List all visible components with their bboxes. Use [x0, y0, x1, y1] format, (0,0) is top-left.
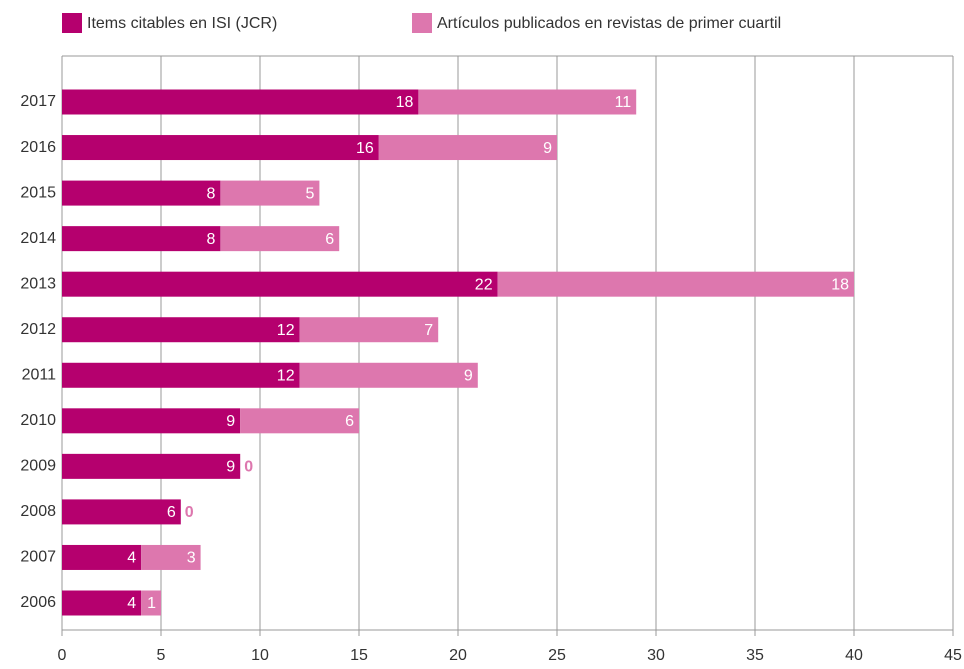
- x-tick-label: 0: [58, 647, 67, 664]
- legend-label: Artículos publicados en revistas de prim…: [437, 15, 781, 32]
- bar-segment: [141, 590, 161, 616]
- value-label: 12: [277, 367, 295, 384]
- x-tick-label: 40: [845, 647, 863, 664]
- bar-segment: [299, 362, 478, 388]
- x-tick-label: 25: [548, 647, 566, 664]
- bar-segment: [62, 135, 379, 161]
- x-tick-label: 15: [350, 647, 368, 664]
- bar-segment: [62, 499, 181, 525]
- bar-segment: [378, 135, 557, 161]
- x-tick-label: 10: [251, 647, 269, 664]
- bar-segment: [62, 453, 241, 479]
- bar-segment: [497, 271, 854, 297]
- value-label: 9: [226, 459, 235, 476]
- bar-segment: [62, 362, 300, 388]
- value-label: 5: [305, 185, 314, 202]
- y-tick-label: 2017: [20, 93, 56, 110]
- value-label: 8: [206, 185, 215, 202]
- value-label: 6: [167, 504, 176, 521]
- legend-label: Items citables en ISI (JCR): [87, 15, 277, 32]
- y-tick-label: 2016: [20, 139, 56, 156]
- bar-segment: [62, 271, 498, 297]
- bar-segment: [220, 226, 340, 252]
- value-label: 8: [206, 231, 215, 248]
- legend-swatch: [412, 13, 432, 33]
- y-tick-label: 2012: [20, 321, 56, 338]
- value-label: 18: [396, 94, 414, 111]
- value-label: 9: [464, 367, 473, 384]
- bar-segment: [418, 89, 637, 115]
- bar-segment: [62, 226, 221, 252]
- bar-segment: [240, 408, 359, 434]
- x-tick-label: 20: [449, 647, 467, 664]
- value-label: 18: [831, 276, 849, 293]
- value-label: 3: [187, 550, 196, 567]
- y-tick-label: 2006: [20, 594, 56, 611]
- x-tick-label: 5: [157, 647, 166, 664]
- y-tick-label: 2013: [20, 275, 56, 292]
- value-label: 22: [475, 276, 493, 293]
- value-label: 4: [127, 550, 136, 567]
- value-label: 0: [185, 504, 194, 521]
- x-tick-label: 30: [647, 647, 665, 664]
- value-label: 0: [244, 459, 253, 476]
- value-label: 4: [127, 595, 136, 612]
- bar-segment: [62, 590, 142, 616]
- bar-segment: [62, 408, 241, 434]
- y-tick-label: 2011: [22, 366, 57, 383]
- x-tick-label: 45: [944, 647, 962, 664]
- value-label: 1: [147, 595, 156, 612]
- bar-segment: [62, 89, 419, 115]
- bar-segment: [62, 544, 142, 570]
- legend-swatch: [62, 13, 82, 33]
- value-label: 9: [226, 413, 235, 430]
- bar-segment: [299, 317, 439, 343]
- y-tick-label: 2015: [20, 184, 56, 201]
- y-tick-label: 2007: [20, 549, 56, 566]
- value-label: 16: [356, 140, 374, 157]
- bar-segment: [220, 180, 320, 206]
- value-label: 6: [345, 413, 354, 430]
- value-label: 7: [424, 322, 433, 339]
- value-label: 11: [615, 94, 632, 111]
- y-tick-label: 2010: [20, 412, 56, 429]
- bar-segment: [62, 180, 221, 206]
- value-label: 12: [277, 322, 295, 339]
- value-label: 6: [325, 231, 334, 248]
- x-tick-label: 35: [746, 647, 764, 664]
- y-tick-label: 2008: [20, 503, 56, 520]
- y-tick-label: 2014: [20, 230, 56, 247]
- y-tick-label: 2009: [20, 458, 56, 475]
- bar-segment: [62, 317, 300, 343]
- value-label: 9: [543, 140, 552, 157]
- bar-segment: [141, 544, 201, 570]
